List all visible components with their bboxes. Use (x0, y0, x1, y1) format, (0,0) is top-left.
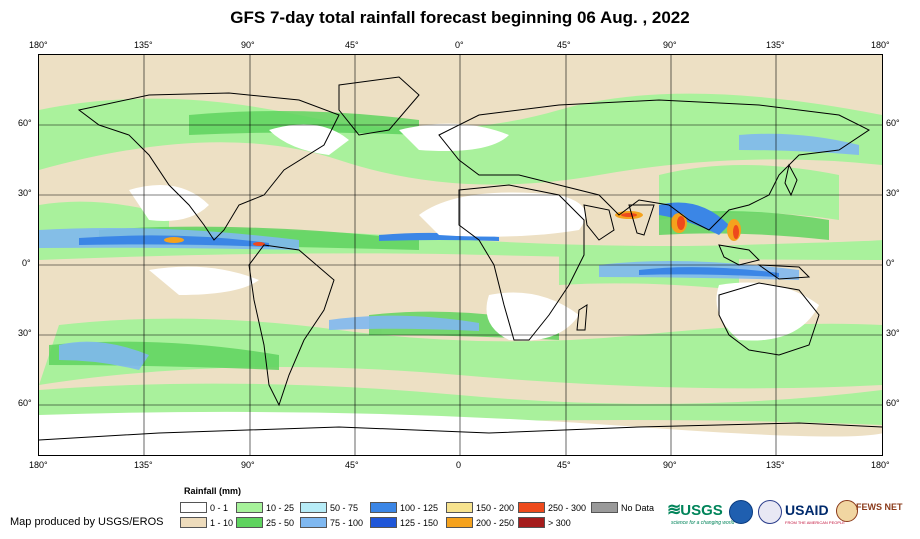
map-title: GFS 7-day total rainfall forecast beginn… (230, 8, 690, 27)
lat-label: 30° (18, 328, 32, 338)
lon-label: 135° (766, 40, 785, 50)
lon-label: 45° (345, 40, 359, 50)
legend-label: 1 - 10 (210, 518, 234, 528)
legend-swatch (591, 502, 618, 513)
usgs-logo: ≋USGS science for a changing world (667, 500, 735, 526)
seal-logo (758, 500, 782, 524)
lat-label: 0° (22, 258, 31, 268)
legend-label: 10 - 25 (266, 503, 295, 513)
legend-swatch (180, 517, 207, 528)
fewsnet-globe-icon (836, 500, 858, 522)
lon-label: 45° (345, 460, 359, 470)
legend-label: 50 - 75 (330, 503, 359, 513)
lat-label: 30° (886, 188, 900, 198)
lon-label: 135° (134, 460, 153, 470)
lon-label: 180° (871, 40, 890, 50)
lat-label: 0° (886, 258, 895, 268)
legend-swatch (446, 502, 473, 513)
lon-label: 135° (766, 460, 785, 470)
lon-label: 45° (557, 460, 571, 470)
legend-swatch (300, 517, 327, 528)
lat-label: 60° (886, 398, 900, 408)
legend-swatch (370, 502, 397, 513)
map-credit: Map produced by USGS/EROS (10, 516, 164, 528)
fewsnet-wordmark: FEWS NET (856, 502, 903, 512)
lon-label: 90° (241, 40, 255, 50)
usgs-wordmark: USGS (680, 502, 723, 519)
legend-label: 125 - 150 (400, 518, 439, 528)
usaid-wordmark: USAID (785, 502, 829, 518)
legend-swatch (236, 517, 263, 528)
lon-label: 135° (134, 40, 153, 50)
legend-swatch (446, 517, 473, 528)
lat-label: 60° (18, 118, 32, 128)
legend-swatch (518, 502, 545, 513)
rainfall-map (38, 54, 883, 456)
legend-label: 0 - 1 (210, 503, 229, 513)
legend-label: 75 - 100 (330, 518, 364, 528)
lon-label: 45° (557, 40, 571, 50)
legend-label: 25 - 50 (266, 518, 295, 528)
usaid-tagline: FROM THE AMERICAN PEOPLE (785, 520, 845, 525)
lat-label: 60° (886, 118, 900, 128)
lon-label: 0 (456, 460, 462, 470)
legend-label: 100 - 125 (400, 503, 439, 513)
legend-swatch (370, 517, 397, 528)
legend-label: > 300 (548, 518, 571, 528)
legend-title: Rainfall (mm) (184, 486, 242, 496)
lat-label: 30° (886, 328, 900, 338)
lon-label: 90° (241, 460, 255, 470)
lon-label: 90° (663, 40, 677, 50)
legend-label: 150 - 200 (476, 503, 515, 513)
legend-label: No Data (621, 503, 655, 513)
rainfall-map-graphic (39, 55, 882, 455)
legend-swatch (300, 502, 327, 513)
legend-swatch (518, 517, 545, 528)
lon-label: 0° (455, 40, 464, 50)
usgs-tagline: science for a changing world (671, 520, 735, 526)
lon-label: 180° (871, 460, 890, 470)
noaa-logo (729, 500, 753, 524)
legend-swatch (180, 502, 207, 513)
legend-label: 200 - 250 (476, 518, 515, 528)
lat-label: 30° (18, 188, 32, 198)
usaid-logo: USAID FROM THE AMERICAN PEOPLE (785, 502, 845, 525)
lon-label: 180° (29, 40, 48, 50)
legend-swatch (236, 502, 263, 513)
lat-label: 60° (18, 398, 32, 408)
lon-label: 180° (29, 460, 48, 470)
lon-label: 90° (663, 460, 677, 470)
legend-label: 250 - 300 (548, 503, 587, 513)
